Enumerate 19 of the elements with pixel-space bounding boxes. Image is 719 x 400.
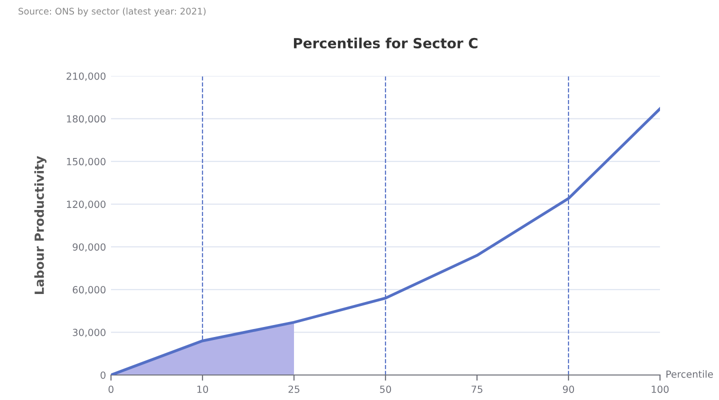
x-tick-label: 75 — [472, 386, 482, 393]
x-tick-label: 50 — [380, 386, 392, 393]
y-tick-label: 120,000 — [67, 200, 106, 209]
x-axis-title: Percentile — [666, 370, 713, 378]
chart-title: Percentiles for Sector C — [294, 38, 478, 48]
y-tick-label: 150,000 — [67, 158, 106, 166]
x-tick-label: 25 — [288, 386, 300, 393]
x-tick-label: 100 — [652, 386, 669, 393]
y-tick-label: 90,000 — [72, 243, 106, 252]
x-tick-label: 0 — [108, 386, 114, 393]
x-tick-label: 10 — [197, 386, 208, 393]
y-tick-label: 30,000 — [72, 328, 106, 338]
y-tick-label: 0 — [100, 371, 106, 379]
y-tick-label: 180,000 — [67, 115, 106, 124]
y-tick-label: 210,000 — [66, 72, 106, 81]
source-note: Source: ONS by sector (latest year: 2021) — [18, 8, 206, 16]
y-axis-title: Labour Productivity — [34, 156, 46, 294]
x-tick-label: 90 — [562, 386, 574, 393]
y-tick-label: 60,000 — [72, 286, 106, 294]
